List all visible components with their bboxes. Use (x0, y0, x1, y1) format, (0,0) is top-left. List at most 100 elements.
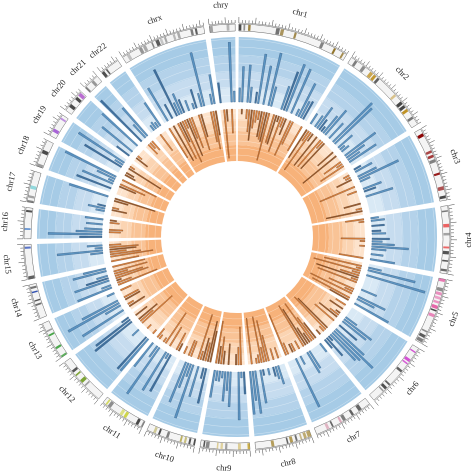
chrx-blue-bar (189, 52, 206, 107)
chr11-tick (136, 426, 139, 430)
chr7-tick-axis (317, 404, 371, 436)
chr22-orange-grid (184, 168, 192, 174)
chr2-orange-band-0 (277, 159, 316, 197)
chr1-blue-bar (290, 68, 312, 114)
chr18-orange-band-0 (150, 195, 170, 212)
chry-blue-grid (213, 54, 236, 57)
chr18-cytoband (41, 149, 49, 156)
chr1-blue-bar (254, 91, 259, 104)
chrx-blue-bar (209, 93, 213, 105)
chr6-cytoband (378, 386, 384, 392)
chr21-tick (86, 79, 90, 83)
chr4-blue-grid (408, 211, 412, 268)
chr5-blue-bar (353, 302, 389, 324)
chr3-tick (431, 147, 435, 150)
chr17-tick (27, 179, 31, 182)
chr15-blue-band-2 (56, 242, 76, 274)
chr14-blue-grid (43, 281, 55, 313)
chr2-tick (373, 70, 377, 73)
chr16-orange-band-2 (119, 220, 133, 239)
chr10-tick (148, 432, 150, 436)
chr2-blue-bar (324, 109, 348, 136)
chr19-tick (51, 124, 55, 127)
chr3-orange-bar (326, 210, 363, 220)
chr10-orange-grid (196, 323, 218, 332)
chr7-orange-bar (282, 342, 290, 355)
chrx-cytoband (142, 45, 149, 52)
chr1-tick (301, 30, 303, 34)
chr1-orange-bar (281, 121, 294, 145)
chr14-blue-bar (101, 284, 112, 290)
chr20-orange-band-3 (134, 149, 151, 167)
chr18-tick (34, 157, 38, 160)
chr9-orange-bar (215, 320, 224, 364)
chr5-tick (442, 296, 449, 299)
chr6-blue-grid (364, 340, 406, 389)
chr4-blue-bar (371, 245, 409, 251)
chr19-orange-grid (127, 165, 136, 178)
chr15-cytoband (24, 246, 31, 249)
chr14-blue-bar (74, 279, 110, 294)
chr-label-chr2: chr2 (394, 64, 412, 82)
chr20-blue-grid (96, 118, 110, 134)
chr4-blue-bar (370, 253, 384, 257)
chr3-tick (437, 160, 441, 162)
chr2-tick (368, 65, 371, 69)
chr2-orange-bar (317, 151, 334, 167)
chr8-blue-grid (253, 414, 304, 427)
chr1-orange-grid (237, 126, 294, 143)
chr20-blue-bar (101, 112, 139, 147)
chr5-cytoband (433, 299, 440, 304)
chr11-orange-bar (156, 328, 165, 338)
chr1-blue-grid (238, 78, 319, 102)
chr11-tick (116, 415, 119, 418)
chr3-blue-grid (366, 160, 385, 211)
chr22-orange-band-1 (169, 149, 186, 167)
chr3-orange-bar (336, 179, 353, 189)
chr20-tick-axis (64, 90, 81, 110)
chr1-orange-bar (251, 109, 256, 129)
chr14-tick (26, 288, 30, 290)
chr17-cytoband (27, 200, 34, 203)
chrx-blue-grid (134, 49, 208, 77)
chr10-tick (170, 440, 172, 444)
chrx-blue-band-2 (139, 58, 212, 98)
chr13-tick (52, 349, 56, 352)
chr7-orange-bar (302, 332, 311, 343)
chr14-tick (32, 308, 36, 311)
chr20-tick (78, 88, 81, 92)
chr5-tick (446, 279, 453, 282)
chr21-orange-bar (151, 140, 161, 151)
chr13-cytoband (55, 344, 62, 350)
chrx-tick (131, 46, 134, 50)
chr11-orange-grid (158, 333, 182, 349)
chr1-orange-bar (257, 111, 266, 140)
chr7-cytoband (348, 409, 355, 416)
chr5-cytoband (435, 291, 443, 296)
chr11-blue-grid (142, 353, 171, 372)
chrx-blue-grid (143, 64, 210, 91)
chr11-blue-bar (133, 342, 154, 368)
chr8-blue-bar (251, 370, 258, 401)
chr15-blue-grid (70, 242, 75, 271)
chr6-blue-grid (348, 327, 386, 371)
chr10-blue-grid (170, 380, 206, 392)
chr19-blue-bar (114, 159, 124, 166)
chr7-tick (359, 412, 362, 416)
chr3-tick (426, 135, 430, 138)
chr4-blue-bar (371, 223, 385, 227)
chr2-orange-grid (288, 155, 319, 187)
chr21-orange-bar (147, 143, 159, 155)
chr12-orange-grid (142, 305, 162, 327)
chr17-blue-grid (80, 188, 87, 211)
chr6-blue-grid (343, 323, 379, 365)
chr10-blue-bar (168, 361, 187, 403)
chr12-orange-grid (147, 301, 166, 321)
chrx-blue-bar (163, 103, 174, 120)
chr4-orange-bar (359, 240, 366, 242)
chr4-blue-bar (369, 258, 395, 265)
chr3-tick (427, 138, 431, 141)
chrx-blue-bar (197, 92, 203, 108)
chr12-orange-grid (170, 285, 184, 300)
chr15-tick (21, 279, 28, 282)
